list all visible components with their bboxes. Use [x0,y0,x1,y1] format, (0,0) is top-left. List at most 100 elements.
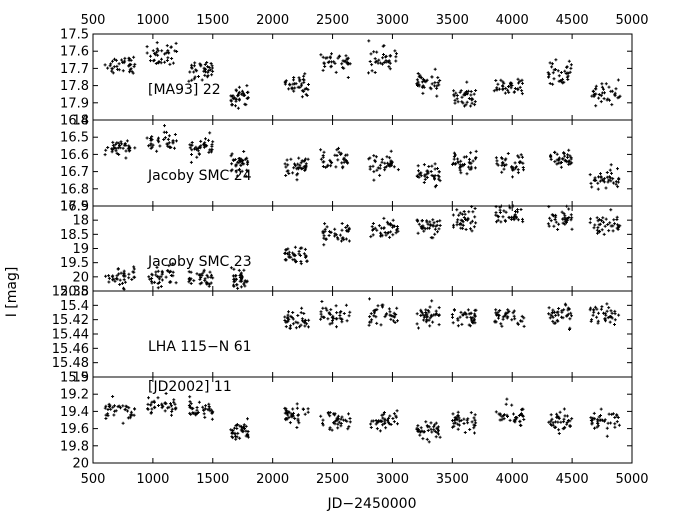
data-point [172,400,176,404]
data-point [602,97,606,101]
data-point [171,270,175,274]
data-point [553,218,557,221]
y-tick-label: 15.48 [52,356,89,371]
data-point [561,221,565,225]
data-point [154,62,158,65]
data-point [433,162,437,166]
data-point [614,182,618,186]
data-point [511,311,515,315]
data-point [328,414,332,418]
data-point [567,207,571,211]
data-point [459,310,463,314]
data-point [452,94,456,98]
data-point [203,407,207,411]
y-tick-label: 18 [72,114,89,129]
data-point [618,94,622,98]
data-point [451,321,455,325]
data-point [163,401,167,405]
data-point [456,324,460,328]
data-point [330,428,334,432]
data-point [295,406,299,410]
data-point [518,85,522,89]
y-tick-label: 17.8 [60,79,89,94]
data-point [588,221,592,225]
data-point [522,168,525,172]
data-point [210,417,214,421]
data-point [547,224,551,228]
data-point [302,74,306,78]
data-point [498,87,501,91]
data-point [516,171,520,175]
data-point [173,402,177,406]
panel-frame [92,119,633,207]
data-point [514,165,518,169]
data-point [374,155,378,159]
data-point [473,215,477,219]
data-point [495,162,499,166]
data-point [330,52,333,56]
data-point [560,210,564,214]
y-tick-label: 18.5 [60,228,89,243]
data-point [370,69,374,73]
data-point [508,418,512,422]
data-point [189,282,193,285]
data-point [451,162,454,166]
data-point [334,165,338,169]
data-point [606,97,610,101]
data-point [386,161,390,165]
data-point [610,171,613,175]
data-point [369,422,373,426]
data-point [511,168,514,172]
data-point [167,405,171,409]
data-point [473,308,477,312]
data-point [452,151,456,155]
data-point [199,144,203,148]
data-point [167,141,171,145]
data-point [384,165,388,169]
data-point [435,223,439,227]
data-point [474,149,478,153]
data-point [319,53,323,57]
data-point [415,428,419,431]
x-tick-label-bottom: 4000 [496,472,529,487]
data-point [378,173,382,177]
data-point [563,214,567,218]
data-point [167,51,171,55]
data-point [302,252,306,256]
data-point [145,51,149,55]
data-point [130,278,134,281]
data-point [494,308,498,312]
data-point [149,411,153,415]
data-point [133,62,137,66]
data-point [616,223,620,227]
data-point [554,313,558,317]
data-point [567,216,571,219]
data-point [466,417,470,421]
data-point [233,279,237,283]
data-point [516,218,520,222]
data-point [378,163,382,167]
data-point [108,405,111,409]
panel-2: 16.4 16.5 16.6 16.7 16.8 16.9 Jacoby SMC 24 [60,114,633,215]
data-point [593,305,597,309]
data-point [472,225,476,229]
data-point [562,151,566,155]
data-point [117,153,121,156]
data-point [420,219,424,223]
data-point [500,170,504,174]
data-point [598,179,602,183]
data-point [193,61,197,65]
data-point [285,169,289,173]
data-point [211,410,215,414]
data-point [597,415,601,419]
data-point [234,163,238,167]
data-point [115,274,119,278]
data-point [459,171,463,175]
data-point [203,415,207,419]
data-point [245,280,249,284]
data-point [387,416,390,420]
data-point [187,79,191,83]
data-point [602,87,605,91]
data-point [455,94,459,97]
data-point [189,160,193,164]
